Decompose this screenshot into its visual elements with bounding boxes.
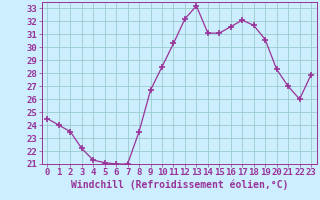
- X-axis label: Windchill (Refroidissement éolien,°C): Windchill (Refroidissement éolien,°C): [70, 180, 288, 190]
